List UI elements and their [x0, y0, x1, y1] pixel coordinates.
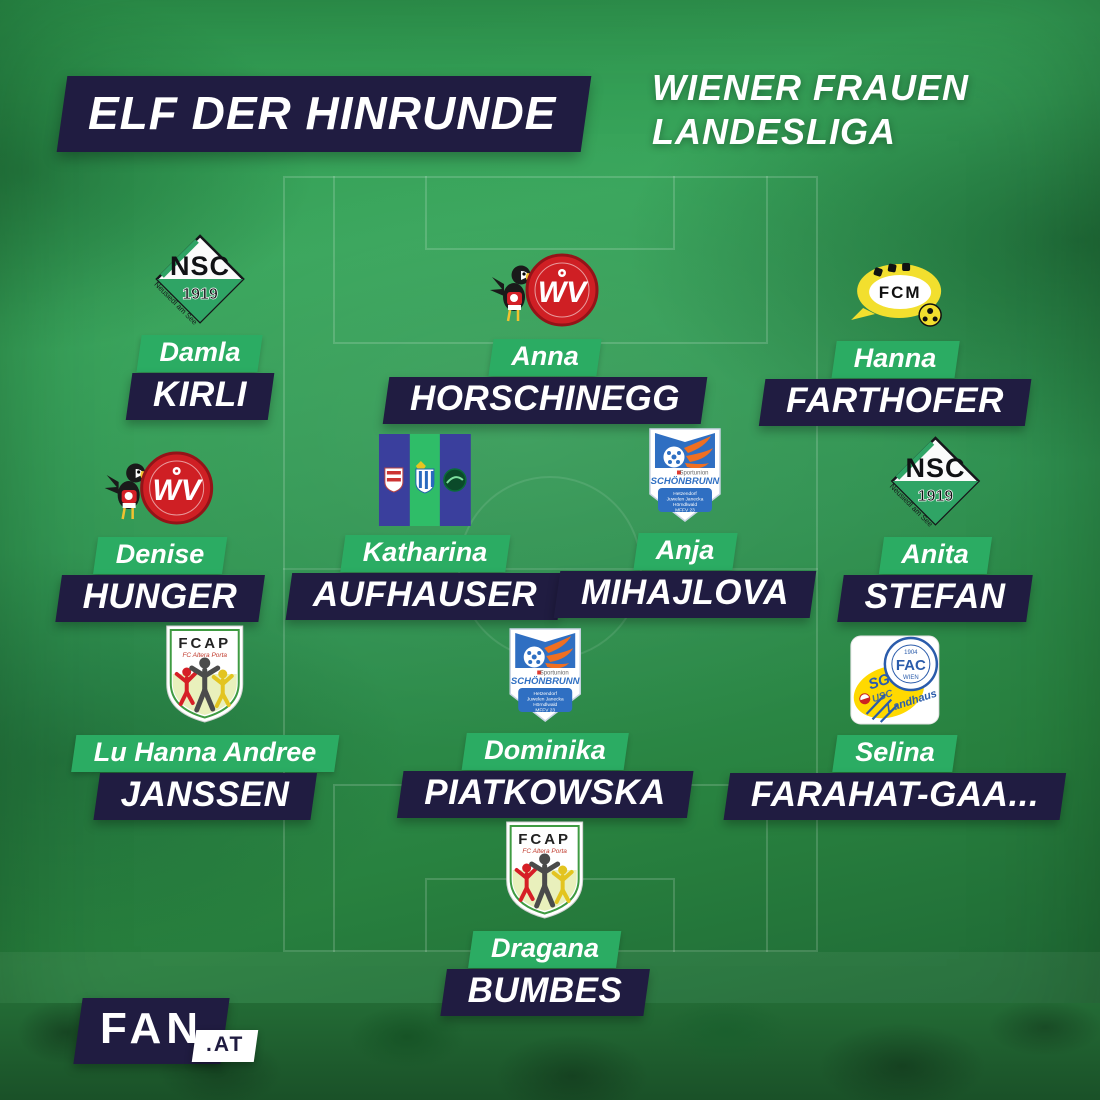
- svg-text:NSC: NSC: [170, 251, 230, 281]
- player-first-name: Lu Hanna Andree: [74, 735, 337, 772]
- svg-text:Hetzendorf: Hetzendorf: [673, 491, 697, 497]
- player-card: WV Denise HUNGER: [59, 432, 262, 622]
- club-badge-schoenbrunn-icon: Sportunion SCHÖNBRUNN Hetzendorf Juwelen…: [649, 428, 721, 522]
- player-first-name: Hanna: [834, 341, 957, 378]
- svg-text:MFFV 23: MFFV 23: [675, 508, 695, 514]
- svg-text:FC Altera Porta: FC Altera Porta: [183, 652, 228, 659]
- player-card: FCAP FC Altera Porta Dragana BUMBES: [444, 821, 647, 1016]
- svg-text:1919: 1919: [917, 488, 953, 505]
- svg-text:Juwelen Janecka: Juwelen Janecka: [527, 697, 564, 703]
- svg-text:Hörndlwald: Hörndlwald: [533, 702, 557, 708]
- svg-text:Hetzendorf: Hetzendorf: [533, 691, 557, 697]
- player-last-name: FARTHOFER: [762, 379, 1028, 426]
- player-card: FCAP FC Altera Porta Lu Hanna Andree JAN…: [74, 625, 337, 820]
- svg-text:SCHÖNBRUNN: SCHÖNBRUNN: [511, 676, 581, 687]
- player-card: WV Anna HORSCHINEGG: [386, 244, 704, 424]
- player-first-name: Anita: [881, 537, 989, 574]
- player-first-name: Dragana: [471, 931, 619, 968]
- page-title: ELF DER HINRUNDE: [62, 76, 586, 152]
- svg-text:WV: WV: [153, 474, 204, 507]
- club-badge-wiener-viktoria-icon: WV: [105, 451, 214, 525]
- player-last-name: PIATKOWSKA: [400, 771, 690, 818]
- club-badge-schoenbrunn-icon: Sportunion SCHÖNBRUNN Hetzendorf Juwelen…: [509, 628, 581, 722]
- player-last-name: AUFHAUSER: [289, 573, 561, 620]
- player-first-name: Katharina: [343, 535, 508, 572]
- svg-text:Juwelen Janecka: Juwelen Janecka: [667, 497, 704, 503]
- svg-text:FC Altera Porta: FC Altera Porta: [523, 848, 568, 855]
- league-line-2: LANDESLIGA: [652, 110, 896, 152]
- svg-text:Sportunion: Sportunion: [539, 671, 568, 677]
- svg-text:Hörndlwald: Hörndlwald: [673, 502, 697, 508]
- fan-logo-text: FAN: [78, 998, 225, 1064]
- svg-text:FCAP: FCAP: [179, 635, 232, 652]
- svg-text:MFFV 23: MFFV 23: [535, 708, 555, 714]
- player-first-name: Anja: [636, 533, 735, 570]
- club-badge-wiener-viktoria-icon: WV: [490, 253, 599, 327]
- svg-text:1919: 1919: [182, 286, 218, 303]
- club-badge-nsc-1919-icon: NSC 1919 Neusiedl am See: [153, 234, 245, 326]
- player-first-name: Selina: [835, 735, 955, 772]
- player-last-name: HORSCHINEGG: [386, 377, 704, 424]
- svg-text:WV: WV: [538, 276, 589, 309]
- league-line-1: WIENER FRAUEN: [652, 67, 969, 108]
- svg-text:WIEN: WIEN: [903, 675, 919, 681]
- club-badge-nsc-1919-icon: NSC 1919 Neusiedl am See: [888, 436, 980, 528]
- player-last-name: BUMBES: [444, 969, 647, 1016]
- player-card: Sportunion SCHÖNBRUNN Hetzendorf Juwelen…: [400, 624, 690, 818]
- svg-text:FAC: FAC: [896, 657, 926, 674]
- svg-text:1904: 1904: [904, 650, 918, 656]
- player-last-name: JANSSEN: [97, 773, 314, 820]
- player-last-name: STEFAN: [840, 575, 1029, 622]
- player-first-name: Dominika: [464, 733, 626, 770]
- fan-at-logo: FAN .AT: [78, 998, 242, 1064]
- player-last-name: HUNGER: [59, 575, 262, 622]
- club-badge-fcap-icon: FCAP FC Altera Porta: [506, 821, 584, 919]
- svg-text:SG: SG: [866, 670, 892, 693]
- club-badge-stripes-icon: [378, 434, 471, 526]
- player-last-name: MIHAJLOVA: [557, 571, 813, 618]
- svg-text:FCAP: FCAP: [519, 831, 572, 848]
- club-badge-fcm-icon: FCM: [851, 263, 942, 327]
- player-card: Katharina AUFHAUSER: [289, 430, 561, 620]
- svg-text:Sportunion: Sportunion: [679, 471, 708, 477]
- svg-text:NSC: NSC: [905, 453, 965, 483]
- player-first-name: Damla: [139, 335, 260, 372]
- player-card: NSC 1919 Neusiedl am See Anita STEFAN: [840, 432, 1029, 622]
- player-card: SG USC Landhaus 1904 FAC WIEN Selina FAR…: [727, 626, 1063, 820]
- player-card: FCM Hanna FARTHOFER: [762, 246, 1028, 426]
- league-title: WIENER FRAUEN LANDESLIGA: [652, 66, 969, 154]
- player-card: NSC 1919 Neusiedl am See Damla KIRLI: [129, 234, 271, 420]
- club-badge-fac-landhaus-icon: SG USC Landhaus 1904 FAC WIEN: [850, 635, 940, 725]
- svg-text:SCHÖNBRUNN: SCHÖNBRUNN: [651, 476, 721, 487]
- goal-box-top: [425, 176, 675, 250]
- fan-logo-tld: .AT: [194, 1030, 256, 1062]
- player-first-name: Denise: [96, 537, 225, 574]
- svg-text:FCM: FCM: [879, 283, 922, 302]
- player-last-name: FARAHAT-GAA...: [727, 773, 1063, 820]
- player-card: Sportunion SCHÖNBRUNN Hetzendorf Juwelen…: [557, 428, 813, 618]
- player-first-name: Anna: [491, 339, 599, 376]
- player-last-name: KIRLI: [129, 373, 271, 420]
- club-badge-fcap-icon: FCAP FC Altera Porta: [166, 625, 244, 723]
